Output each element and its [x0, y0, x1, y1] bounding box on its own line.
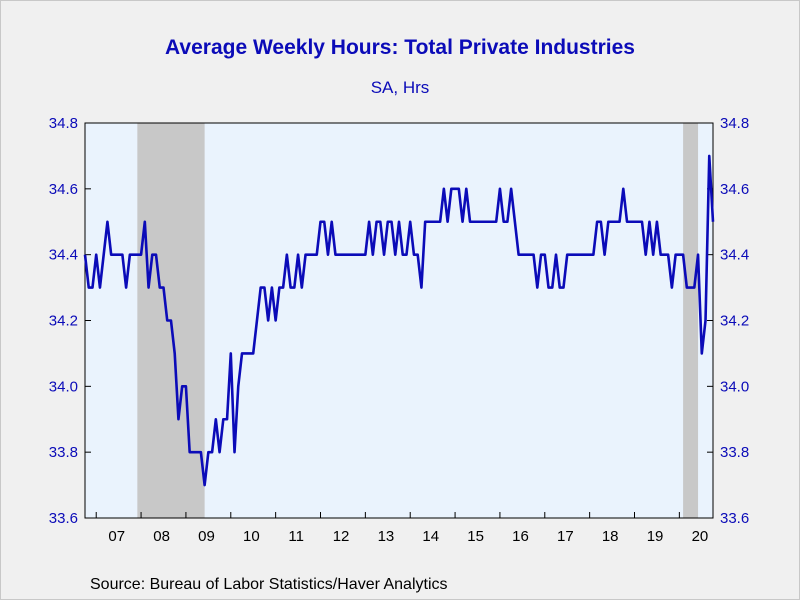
y-tick-label-right: 34.6 [720, 181, 749, 198]
chart-source: Source: Bureau of Labor Statistics/Haver… [90, 576, 448, 593]
y-tick-label-left: 33.6 [49, 510, 78, 527]
y-tick-label-left: 34.4 [49, 247, 78, 264]
x-tick-label: 17 [557, 528, 574, 545]
y-tick-label-left: 34.6 [49, 181, 78, 198]
x-tick-label: 19 [647, 528, 664, 545]
x-tick-label: 07 [108, 528, 125, 545]
chart-subtitle: SA, Hrs [370, 78, 430, 97]
x-tick-label: 14 [422, 528, 439, 545]
x-tick-label: 13 [378, 528, 395, 545]
chart-title: Average Weekly Hours: Total Private Indu… [165, 36, 635, 59]
y-tick-label-left: 34.8 [49, 115, 78, 132]
y-tick-label-right: 33.6 [720, 510, 749, 527]
y-tick-label-left: 33.8 [49, 444, 78, 461]
x-tick-label: 11 [288, 528, 304, 545]
x-tick-label: 15 [467, 528, 484, 545]
y-tick-label-left: 34.0 [49, 378, 78, 395]
recession-band [683, 123, 699, 518]
x-tick-label: 09 [198, 528, 215, 545]
plot-area: 33.6 33.6 33.8 33.8 34.0 34.0 34.2 34.2 34.4 34.4… [49, 115, 749, 545]
x-tick-label: 12 [333, 528, 350, 545]
x-tick-label: 10 [243, 528, 260, 545]
x-tick-label: 18 [602, 528, 619, 545]
y-tick-label-right: 34.8 [720, 115, 749, 132]
y-tick-label-left: 34.2 [49, 313, 78, 330]
x-tick-label: 20 [692, 528, 709, 545]
y-tick-label-right: 34.4 [720, 247, 749, 264]
y-tick-label-right: 33.8 [720, 444, 749, 461]
x-tick-label: 16 [512, 528, 529, 545]
series-line [83, 154, 715, 487]
y-tick-label-right: 34.2 [720, 313, 749, 330]
y-tick-label-right: 34.0 [720, 378, 749, 395]
x-tick-label: 08 [153, 528, 170, 545]
